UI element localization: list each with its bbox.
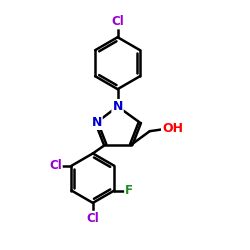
- Text: N: N: [92, 116, 102, 129]
- Text: Cl: Cl: [49, 159, 62, 172]
- Text: Cl: Cl: [86, 212, 99, 225]
- Text: N: N: [112, 100, 123, 113]
- Text: OH: OH: [162, 122, 183, 135]
- Text: Cl: Cl: [111, 16, 124, 28]
- Text: F: F: [125, 184, 133, 197]
